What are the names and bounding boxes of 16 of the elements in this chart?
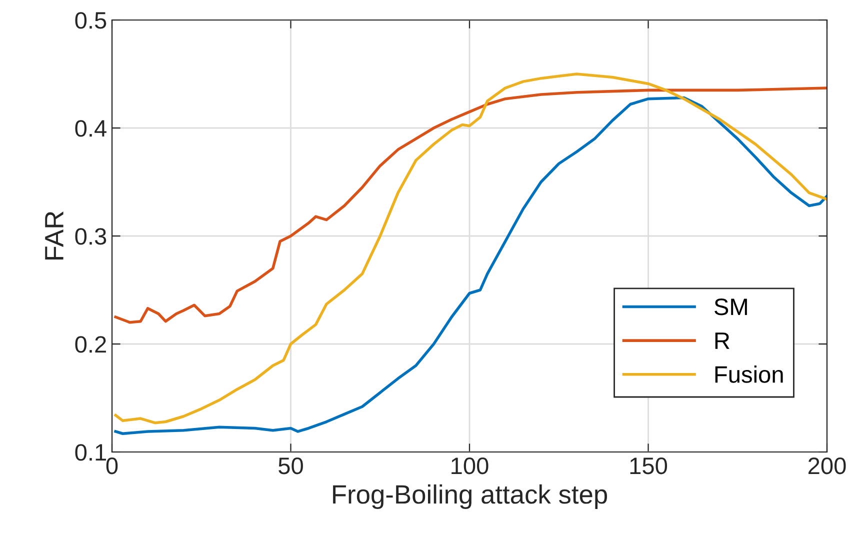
y-axis-title: FAR	[45, 212, 64, 260]
x-tick-label: 100	[452, 457, 488, 474]
y-tick-label: 0.2	[75, 336, 106, 353]
line-series	[114, 86, 827, 324]
legend-label: SM	[714, 298, 747, 316]
x-tick-label: 50	[278, 457, 303, 474]
y-tick-label: 0.1	[75, 444, 106, 461]
legend-label: R	[715, 332, 730, 349]
y-tick-label: 0.4	[75, 120, 106, 137]
y-tick-label: 0.5	[75, 12, 106, 29]
x-axis-title: Frog-Boiling attack step	[333, 484, 608, 510]
x-tick-label: 150	[630, 457, 668, 474]
legend-label: Fusion	[715, 366, 783, 383]
x-tick-label: 200	[808, 457, 846, 474]
x-tick-label: 0	[106, 457, 118, 474]
y-tick-label: 0.3	[75, 228, 106, 245]
